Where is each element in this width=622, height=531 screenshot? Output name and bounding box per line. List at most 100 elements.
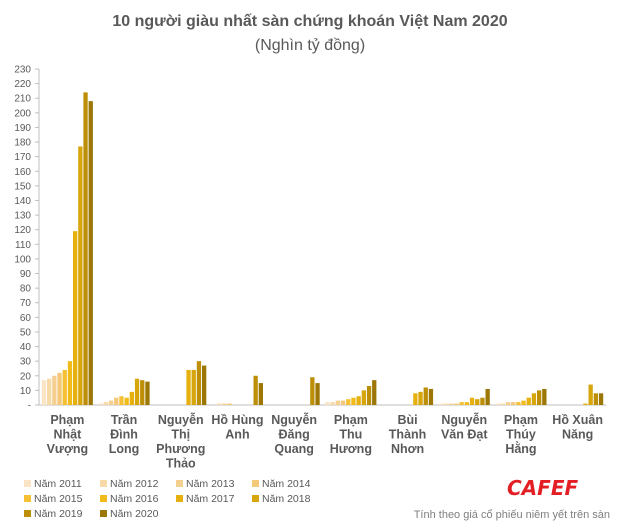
legend-label: Năm 2012: [110, 478, 159, 490]
y-tick-label: 170: [14, 152, 31, 163]
category-label: Phạm Thúy Hằng: [504, 413, 538, 456]
bar: [325, 402, 330, 405]
bar: [114, 397, 119, 405]
bar: [41, 380, 47, 405]
bar: [83, 92, 88, 406]
bar: [351, 397, 356, 405]
bar: [449, 403, 454, 405]
legend-label: Năm 2014: [262, 478, 311, 490]
bar: [335, 400, 340, 405]
y-tick-label: 70: [20, 298, 32, 309]
bar: [108, 400, 114, 405]
y-tick-label: 160: [14, 167, 31, 178]
legend-label: Năm 2011: [34, 478, 82, 490]
category-label: Trần Đình Long: [109, 413, 140, 456]
bar: [310, 377, 315, 405]
bar: [119, 396, 124, 405]
y-tick-label: 40: [20, 342, 32, 353]
legend-swatch: [176, 495, 183, 502]
y-tick-label: 220: [14, 79, 31, 90]
category-label: Nguyễn Văn Đạt: [441, 412, 488, 442]
bar: [531, 393, 537, 405]
legend-label: Năm 2015: [34, 493, 83, 505]
bar: [217, 403, 222, 405]
bar: [186, 369, 191, 405]
bar: [413, 393, 418, 405]
y-tick-label: 100: [14, 254, 31, 265]
legend-label: Năm 2017: [186, 493, 235, 505]
y-tick-label: 180: [14, 138, 31, 149]
bar: [315, 383, 320, 405]
bar: [459, 402, 464, 405]
bar: [537, 390, 542, 405]
legend-swatch: [24, 480, 31, 487]
bar: [454, 403, 459, 405]
bar: [418, 391, 423, 405]
y-tick-label: 210: [14, 94, 31, 105]
bar: [78, 146, 83, 405]
bar: [191, 369, 196, 405]
bar: [88, 101, 93, 405]
bar: [103, 402, 108, 405]
legend-label: Năm 2019: [34, 508, 83, 520]
y-tick-label: 60: [20, 313, 32, 324]
bar: [505, 402, 511, 405]
legend-swatch: [176, 480, 183, 487]
y-tick-label: 80: [20, 284, 32, 295]
y-tick-label: 130: [14, 211, 31, 222]
bar: [366, 386, 372, 405]
bar: [129, 391, 134, 405]
bar: [428, 388, 434, 405]
y-tick-label: 20: [20, 371, 32, 382]
bar: [57, 372, 62, 405]
bar: [258, 383, 263, 405]
bar: [346, 399, 351, 405]
legend-label: Năm 2020: [110, 508, 159, 520]
bar: [423, 387, 428, 405]
bar: [485, 388, 490, 405]
bar: [98, 403, 103, 405]
bar: [140, 380, 145, 405]
legend-label: Năm 2016: [110, 493, 159, 505]
category-label: Phạm Nhật Vượng: [47, 413, 89, 456]
legend-swatch: [252, 495, 259, 502]
bar: [588, 384, 593, 405]
bar: [340, 400, 346, 405]
bar: [202, 365, 207, 405]
category-label: Hồ Xuân Năng: [552, 413, 603, 442]
y-tick-label: 120: [14, 225, 31, 236]
category-label: Nguyễn Thị Phương Thảo: [156, 412, 205, 471]
category-label: Phạm Thu Hương: [330, 413, 372, 456]
legend-swatch: [24, 510, 31, 517]
y-axis-ticks: - 10 20 30 40 50 60 70 80 90 100 110 120 130 140 150 160…: [14, 65, 39, 412]
chart-title: 10 người giàu nhất sàn chứng khoán Việt …: [112, 13, 507, 30]
bar: [480, 397, 485, 405]
bar: [67, 361, 73, 405]
bar: [62, 369, 67, 405]
bar-groups: [41, 92, 604, 406]
y-tick-label: 50: [20, 327, 32, 338]
y-tick-label: -: [28, 401, 31, 412]
category-label: Hồ Hùng Anh: [211, 413, 263, 442]
y-tick-label: 10: [20, 386, 32, 397]
bar: [73, 231, 78, 405]
legend-label: Năm 2013: [186, 478, 235, 490]
chart-subtitle: (Nghìn tỷ đồng): [255, 37, 365, 54]
bar: [196, 361, 202, 405]
bar: [134, 378, 140, 405]
bar: [372, 380, 377, 405]
bar: [516, 402, 521, 405]
y-tick-label: 140: [14, 196, 31, 207]
bar: [227, 403, 232, 405]
y-tick-label: 90: [20, 269, 32, 280]
bar: [598, 393, 604, 405]
y-tick-label: 150: [14, 181, 31, 192]
bar: [222, 403, 227, 405]
legend-swatch: [24, 495, 31, 502]
bar: [475, 399, 480, 405]
y-tick-label: 190: [14, 123, 31, 134]
y-tick-label: 200: [14, 108, 31, 119]
category-label: Bùi Thành Nhơn: [389, 413, 427, 456]
legend-swatch: [252, 480, 259, 487]
